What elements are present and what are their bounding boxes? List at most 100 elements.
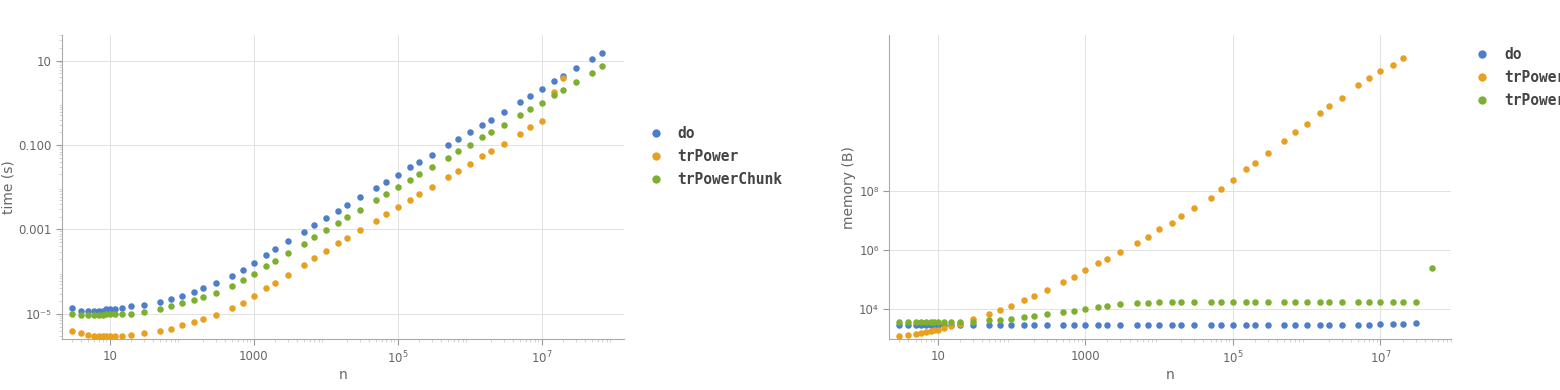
Point xyxy=(292,229,317,235)
Point xyxy=(1168,322,1193,328)
Point xyxy=(326,240,351,246)
Point xyxy=(158,325,183,332)
Point xyxy=(1147,226,1172,232)
Point xyxy=(919,328,944,334)
Point xyxy=(385,172,410,178)
Point xyxy=(1125,300,1150,306)
Point xyxy=(903,331,928,337)
Point xyxy=(398,164,423,170)
Point xyxy=(1136,300,1161,306)
Point xyxy=(470,134,495,140)
Point xyxy=(90,333,115,339)
Point xyxy=(242,260,267,266)
Point xyxy=(922,327,947,333)
Point xyxy=(103,333,128,339)
Point xyxy=(1271,299,1296,305)
Point xyxy=(1061,322,1086,328)
Point xyxy=(303,222,328,229)
Point xyxy=(1198,195,1223,201)
Point xyxy=(922,322,947,328)
Point xyxy=(507,112,532,119)
Point xyxy=(1256,150,1281,156)
Point xyxy=(914,322,939,328)
Point xyxy=(1243,322,1268,328)
Point xyxy=(1271,138,1296,144)
Point xyxy=(987,322,1012,328)
Point xyxy=(1095,303,1120,309)
Point xyxy=(81,312,106,318)
Point xyxy=(1086,322,1111,328)
Point xyxy=(947,322,972,328)
Point xyxy=(148,328,173,334)
Point xyxy=(1329,95,1354,101)
Point xyxy=(1381,299,1406,305)
Point xyxy=(1182,322,1207,328)
Point xyxy=(998,303,1023,309)
Point xyxy=(1022,322,1047,328)
Point xyxy=(262,246,287,252)
Point xyxy=(148,306,173,312)
Point xyxy=(1271,322,1296,328)
Point xyxy=(886,322,911,328)
Point xyxy=(1256,322,1281,328)
Point xyxy=(97,306,122,312)
Point xyxy=(541,92,566,98)
Point xyxy=(470,153,495,160)
Point xyxy=(961,319,986,325)
Point xyxy=(1307,322,1332,328)
Point xyxy=(1182,299,1207,305)
Point xyxy=(335,234,360,241)
Point xyxy=(1381,321,1406,328)
Point xyxy=(909,319,934,325)
Point xyxy=(1108,249,1133,255)
Point xyxy=(314,215,339,221)
Point xyxy=(1198,299,1223,305)
Point xyxy=(1050,309,1075,316)
Point xyxy=(1168,299,1193,305)
Point xyxy=(435,142,460,149)
Legend: do, trPower, trPowerChunk: do, trPower, trPowerChunk xyxy=(635,120,788,193)
Point xyxy=(457,161,482,167)
Point xyxy=(229,277,254,284)
Point xyxy=(398,177,423,183)
Point xyxy=(420,152,445,158)
Point xyxy=(938,319,963,325)
Point xyxy=(925,322,950,328)
Point xyxy=(1034,322,1059,328)
Point xyxy=(1095,256,1120,262)
Point xyxy=(1295,121,1320,127)
Point xyxy=(407,171,432,177)
Point xyxy=(1357,322,1382,328)
Point xyxy=(1282,322,1307,328)
Point xyxy=(90,307,115,314)
Point xyxy=(1095,322,1120,328)
Point xyxy=(1209,299,1234,305)
Point xyxy=(326,207,351,214)
Point xyxy=(374,191,399,197)
Point xyxy=(987,317,1012,323)
Point xyxy=(1256,299,1281,305)
Point xyxy=(977,317,1002,323)
Point xyxy=(1234,166,1259,172)
X-axis label: n: n xyxy=(1165,368,1175,382)
Point xyxy=(590,50,615,56)
Point xyxy=(1346,82,1371,89)
Point xyxy=(1368,321,1393,328)
Point xyxy=(374,179,399,185)
Point xyxy=(914,329,939,335)
Point xyxy=(190,316,215,322)
Point xyxy=(1073,322,1098,328)
Point xyxy=(303,255,328,261)
Point xyxy=(335,214,360,220)
Point xyxy=(1125,322,1150,328)
Point xyxy=(385,184,410,190)
Point xyxy=(385,204,410,210)
Point xyxy=(81,333,106,339)
Point xyxy=(220,283,245,289)
Point xyxy=(479,148,504,154)
Point xyxy=(86,312,111,318)
Point xyxy=(1086,304,1111,310)
Point xyxy=(335,202,360,208)
Point xyxy=(242,270,267,277)
Point xyxy=(1034,311,1059,317)
